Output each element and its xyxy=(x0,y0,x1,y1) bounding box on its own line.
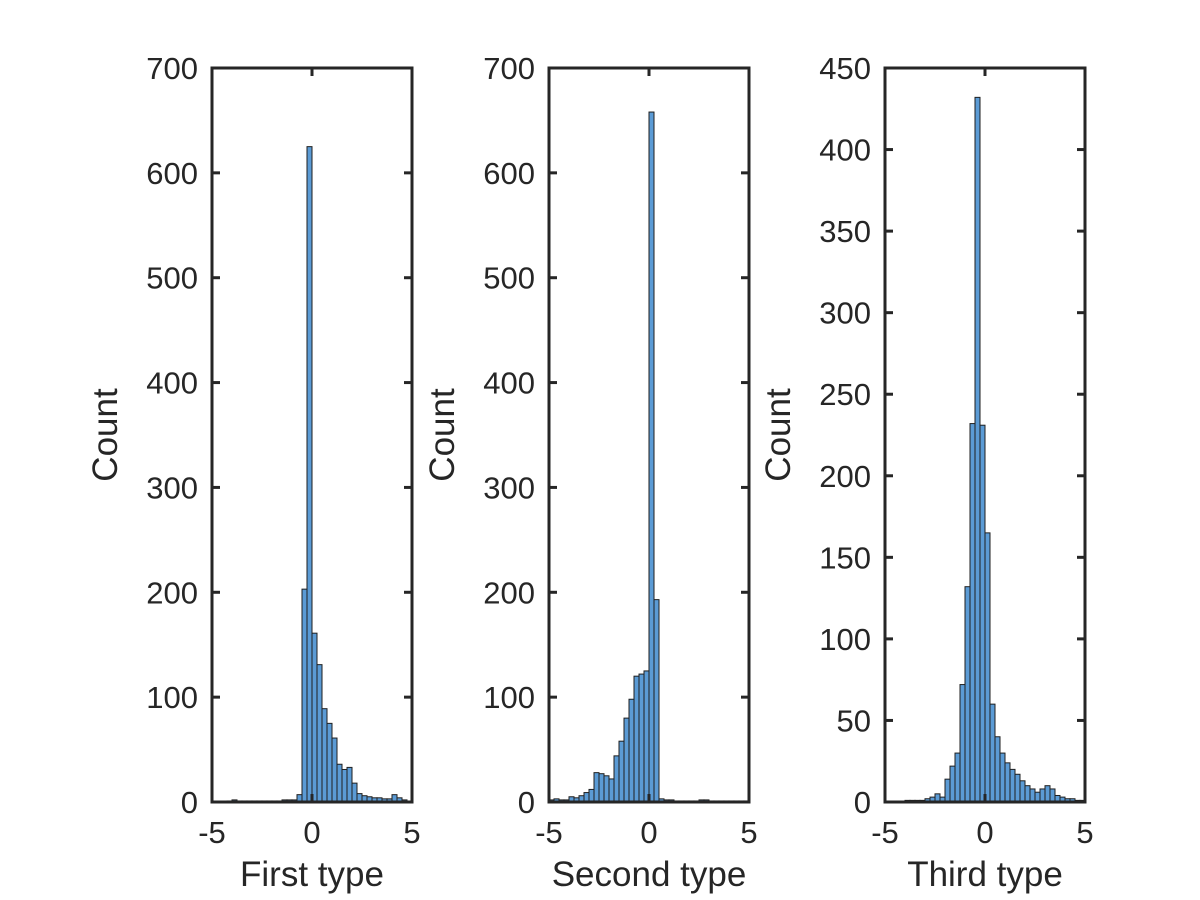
x-axis-label: Third type xyxy=(907,855,1063,894)
histogram-bar xyxy=(989,703,996,803)
histogram-bar xyxy=(1029,788,1036,803)
y-tick-label: 300 xyxy=(483,470,535,505)
histogram-bar xyxy=(633,675,640,803)
y-tick-label: 100 xyxy=(146,680,198,715)
x-axis-label: Second type xyxy=(552,855,747,894)
y-tick-label: 150 xyxy=(819,540,871,575)
histogram-bar xyxy=(959,684,966,803)
histogram-bar xyxy=(984,532,991,803)
histogram-bar xyxy=(598,773,605,803)
histogram-bar xyxy=(351,782,358,803)
y-tick-label: 0 xyxy=(181,785,198,820)
y-tick-label: 700 xyxy=(483,51,535,86)
histogram-bar xyxy=(944,778,951,803)
y-tick-label: 200 xyxy=(819,459,871,494)
y-axis-label: Count xyxy=(759,388,798,482)
x-tick-label: 0 xyxy=(640,815,657,850)
y-tick-label: 300 xyxy=(146,470,198,505)
histogram-bar xyxy=(311,632,318,803)
x-tick-label: 0 xyxy=(976,815,993,850)
histogram-bar xyxy=(653,599,660,803)
histogram-bar xyxy=(321,708,328,803)
y-tick-label: 0 xyxy=(854,785,871,820)
histogram-bar xyxy=(623,717,630,803)
y-tick-label: 100 xyxy=(483,680,535,715)
histogram-bar xyxy=(608,778,615,803)
histogram-bar xyxy=(999,752,1006,803)
histogram-bar xyxy=(341,768,348,803)
histogram-bar xyxy=(618,740,625,803)
y-tick-label: 350 xyxy=(819,214,871,249)
y-tick-label: 450 xyxy=(819,51,871,86)
y-tick-label: 300 xyxy=(819,296,871,331)
y-axis-label: Count xyxy=(86,388,125,482)
histogram-bar xyxy=(588,788,595,803)
histogram-bar xyxy=(643,670,650,803)
histogram-bar xyxy=(949,765,956,803)
x-tick-label: -5 xyxy=(198,815,226,850)
histogram-bar xyxy=(648,111,655,803)
y-tick-label: 50 xyxy=(837,703,871,738)
y-tick-label: 200 xyxy=(146,575,198,610)
histogram-bar xyxy=(1019,780,1026,803)
x-tick-label: -5 xyxy=(871,815,899,850)
histogram-bar xyxy=(1039,788,1046,803)
histogram-bar xyxy=(603,775,610,803)
histogram-bar xyxy=(1009,768,1016,803)
histogram-bar xyxy=(316,664,323,803)
x-tick-label: -5 xyxy=(535,815,563,850)
y-tick-label: 200 xyxy=(483,575,535,610)
x-axis-label: First type xyxy=(240,855,384,894)
y-tick-label: 700 xyxy=(146,51,198,86)
y-axis-label: Count xyxy=(423,388,462,482)
histogram-bar xyxy=(964,586,971,803)
histogram-bar xyxy=(974,96,981,803)
y-tick-label: 500 xyxy=(483,261,535,296)
x-tick-label: 5 xyxy=(1076,815,1093,850)
y-tick-label: 0 xyxy=(518,785,535,820)
histogram-bar xyxy=(969,423,976,803)
y-tick-label: 600 xyxy=(483,156,535,191)
histogram-bar xyxy=(1004,762,1011,803)
y-tick-label: 400 xyxy=(483,366,535,401)
histogram-bar xyxy=(628,698,635,803)
y-tick-label: 250 xyxy=(819,377,871,412)
histogram-bar xyxy=(1049,788,1056,803)
histogram-bar xyxy=(638,673,645,803)
histogram-bar xyxy=(301,588,308,803)
histogram-bar xyxy=(994,736,1001,803)
histogram-bar xyxy=(954,752,961,803)
histogram-bars xyxy=(226,146,408,803)
y-tick-label: 100 xyxy=(819,622,871,657)
x-tick-label: 5 xyxy=(740,815,757,850)
y-tick-label: 400 xyxy=(146,366,198,401)
histogram-bar xyxy=(306,146,313,803)
histogram-bar xyxy=(593,772,600,803)
x-tick-label: 5 xyxy=(403,815,420,850)
histogram-bar xyxy=(1024,785,1031,803)
histogram-bar xyxy=(979,424,986,803)
y-tick-label: 500 xyxy=(146,261,198,296)
histogram-bar xyxy=(336,763,343,803)
histogram-bar xyxy=(326,722,333,803)
y-tick-label: 600 xyxy=(146,156,198,191)
y-tick-label: 400 xyxy=(819,133,871,168)
histogram-bar xyxy=(1014,773,1021,803)
histogram-bar xyxy=(1044,785,1051,803)
x-tick-label: 0 xyxy=(303,815,320,850)
histogram-bar xyxy=(346,766,353,803)
histogram-bar xyxy=(331,737,338,803)
histogram-bar xyxy=(613,755,620,803)
